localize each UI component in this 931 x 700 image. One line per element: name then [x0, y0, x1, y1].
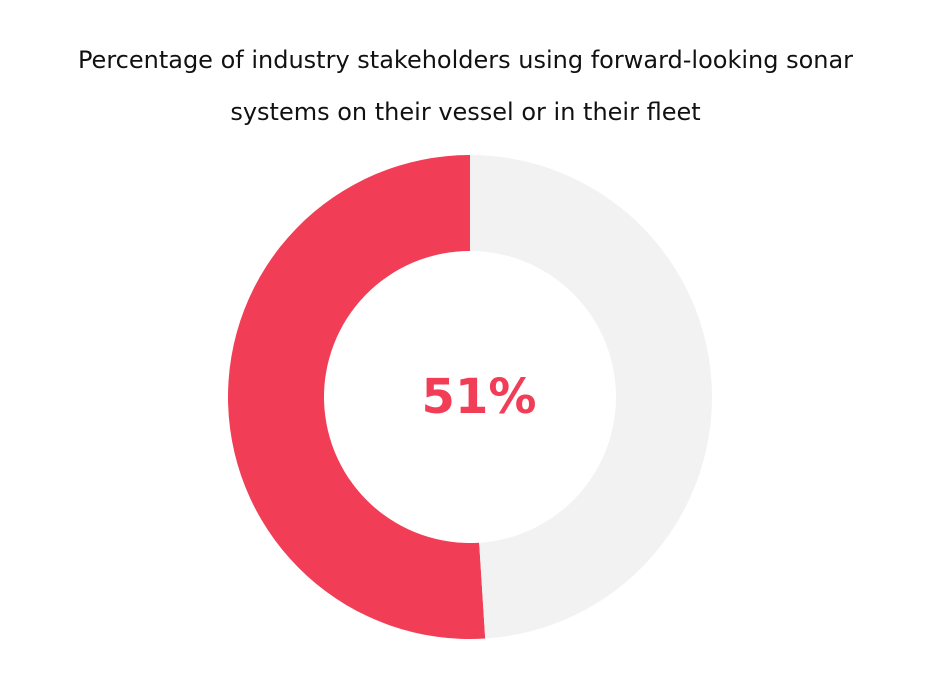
donut-slice-remainder — [470, 155, 712, 639]
donut-slices — [227, 155, 712, 639]
chart-title: Percentage of industry stakeholders usin… — [77, 46, 854, 126]
donut-slice-primary — [227, 155, 486, 639]
center-percentage-label: 51% — [422, 369, 537, 425]
